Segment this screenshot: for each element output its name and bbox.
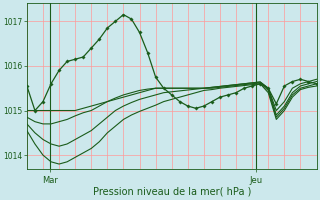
- X-axis label: Pression niveau de la mer( hPa ): Pression niveau de la mer( hPa ): [92, 187, 251, 197]
